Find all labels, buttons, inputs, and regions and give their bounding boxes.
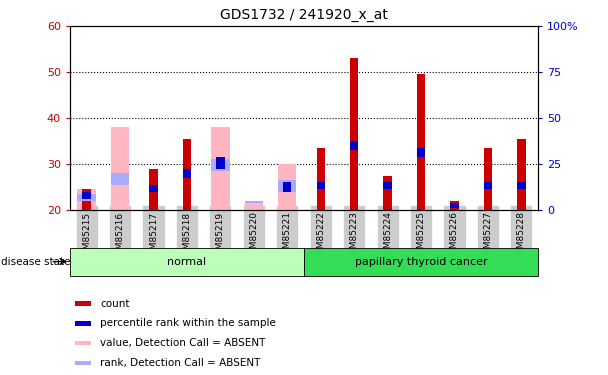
Bar	[304, 248, 538, 276]
Text: count: count	[100, 298, 130, 309]
Title: GDS1732 / 241920_x_at: GDS1732 / 241920_x_at	[220, 9, 388, 22]
Bar	[484, 148, 492, 210]
Text: rank, Detection Call = ABSENT: rank, Detection Call = ABSENT	[100, 358, 261, 368]
Text: value, Detection Call = ABSENT: value, Detection Call = ABSENT	[100, 338, 266, 348]
Bar	[417, 75, 425, 210]
Bar	[111, 173, 130, 185]
Bar	[75, 361, 91, 365]
Bar	[244, 201, 263, 210]
Text: papillary thyroid cancer: papillary thyroid cancer	[354, 256, 488, 267]
Bar	[77, 189, 96, 210]
Bar	[384, 183, 392, 189]
Bar	[83, 189, 91, 210]
Bar	[216, 157, 224, 169]
Bar	[517, 183, 525, 189]
Bar	[317, 148, 325, 210]
Bar	[244, 201, 263, 203]
Bar	[111, 128, 130, 210]
Bar	[150, 185, 157, 192]
Bar	[451, 201, 458, 210]
Bar	[211, 159, 230, 171]
Text: disease state: disease state	[1, 256, 71, 267]
Text: percentile rank within the sample: percentile rank within the sample	[100, 318, 276, 328]
Bar	[77, 194, 96, 201]
Bar	[70, 248, 304, 276]
Bar	[350, 141, 358, 150]
Bar	[150, 169, 157, 210]
Text: normal: normal	[167, 256, 207, 267]
Bar	[283, 183, 291, 192]
Bar	[278, 164, 297, 210]
Bar	[317, 183, 325, 189]
Bar	[183, 169, 191, 178]
Bar	[350, 58, 358, 210]
Bar	[417, 148, 425, 157]
Bar	[384, 176, 392, 210]
Bar	[211, 128, 230, 210]
Bar	[75, 341, 91, 345]
Bar	[278, 180, 297, 192]
Bar	[83, 192, 91, 198]
Bar	[75, 321, 91, 326]
Bar	[183, 139, 191, 210]
Bar	[75, 302, 91, 306]
Bar	[484, 183, 492, 189]
Bar	[451, 203, 458, 208]
Bar	[517, 139, 525, 210]
